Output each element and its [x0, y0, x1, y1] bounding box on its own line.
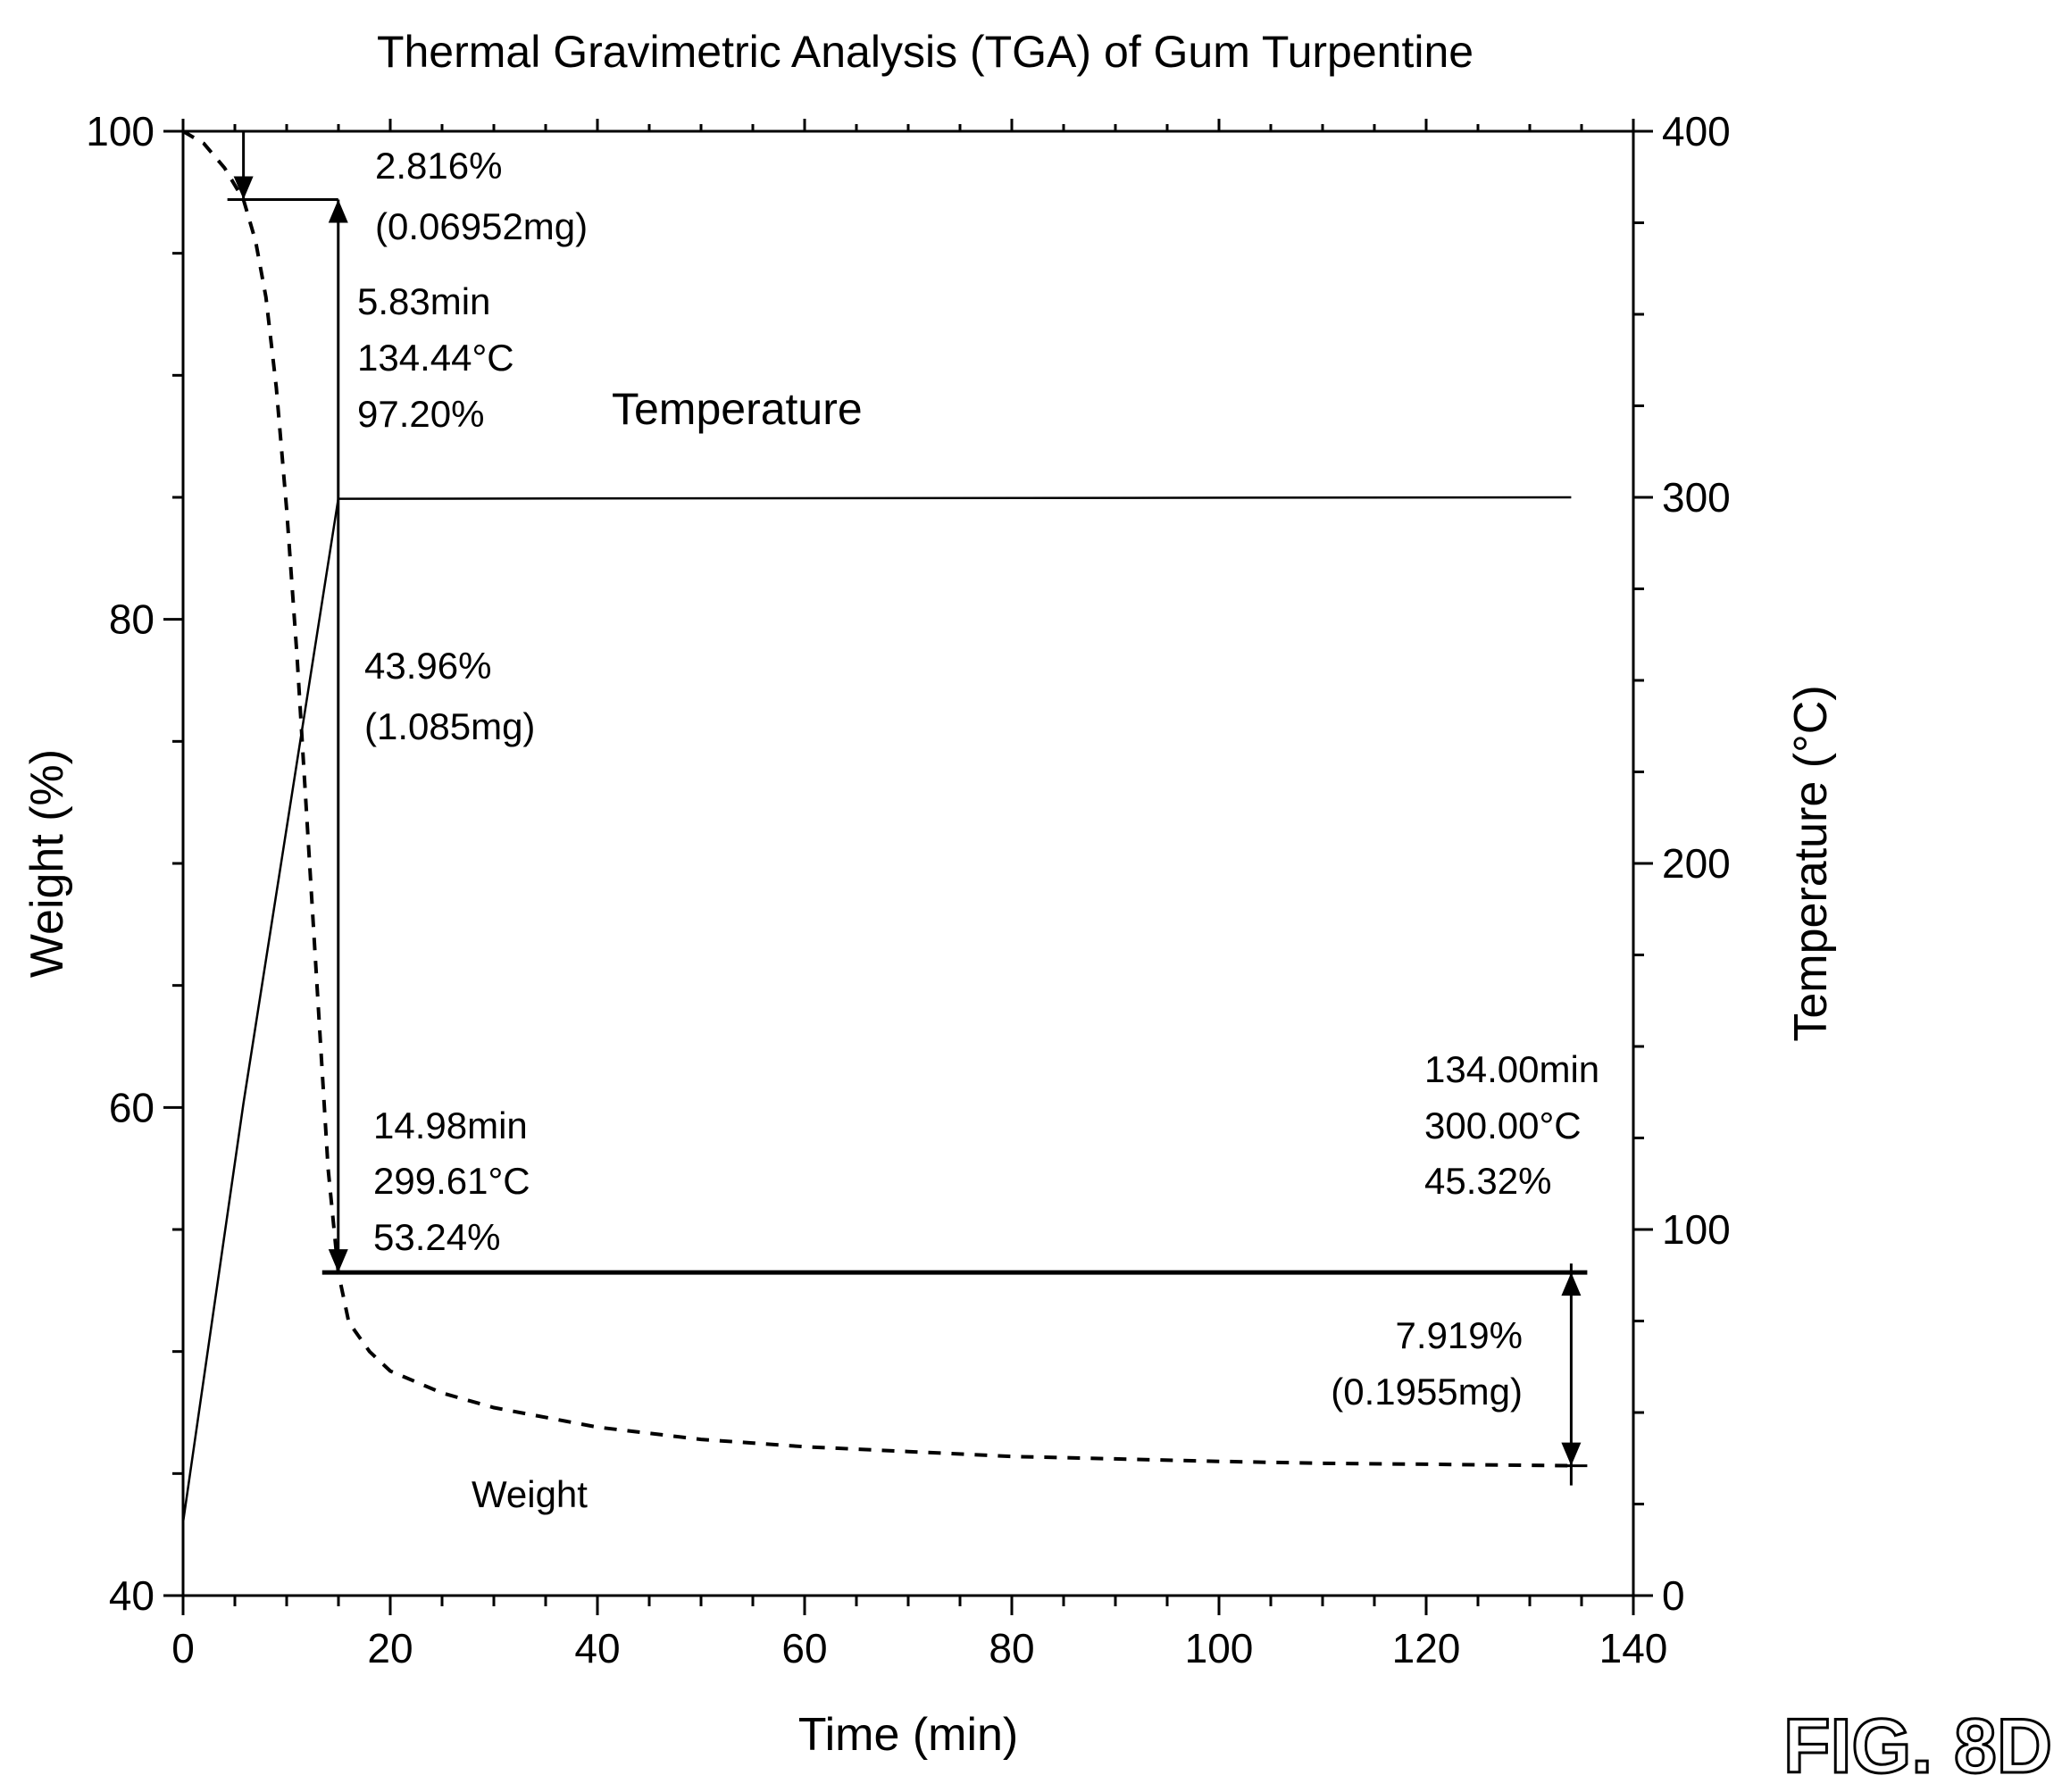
- x-tick-label: 80: [989, 1625, 1034, 1671]
- annotation-step1-loss: 2.816%: [375, 145, 502, 187]
- step2-arrow-up: [328, 199, 348, 223]
- weight-series-line: [181, 129, 1572, 1468]
- step3-arrow-up: [1561, 1272, 1582, 1296]
- x-tick-label: 40: [574, 1625, 620, 1671]
- step3-arrow-down: [1561, 1442, 1582, 1466]
- y-left-tick-label: 60: [109, 1084, 154, 1130]
- step1-arrow-down: [233, 176, 254, 200]
- annotation-step1-mass: (0.06952mg): [375, 205, 588, 247]
- step-marker-layer: [227, 131, 1588, 1486]
- y-right-tick-label: 300: [1662, 474, 1731, 521]
- x-axis-label: Time (min): [798, 1709, 1019, 1761]
- x-tick-label: 140: [1599, 1625, 1668, 1671]
- annotation-point3-weight: 45.32%: [1424, 1160, 1551, 1202]
- y-right-axis-label: Temperature (°C): [1785, 685, 1837, 1041]
- x-tick-label: 120: [1392, 1625, 1461, 1671]
- annotation-point2-temp: 299.61°C: [373, 1160, 530, 1202]
- annotation-point1-temp: 134.44°C: [357, 337, 514, 379]
- annotation-point3-time: 134.00min: [1424, 1048, 1599, 1090]
- annotation-point1-weight: 97.20%: [357, 393, 484, 435]
- y-right-tick-label: 200: [1662, 840, 1731, 887]
- annotation-point2-time: 14.98min: [373, 1104, 528, 1146]
- temperature-series-line: [181, 496, 1572, 1523]
- x-tick-label: 100: [1185, 1625, 1254, 1671]
- chart-title: Thermal Gravimetric Analysis (TGA) of Gu…: [377, 27, 1473, 77]
- weight-series-label: Weight: [472, 1473, 588, 1515]
- y-left-tick-label: 40: [109, 1572, 154, 1619]
- annotation-step3-loss: 7.919%: [1396, 1314, 1523, 1356]
- annotation-point1-time: 5.83min: [357, 280, 490, 322]
- y-left-tick-label: 100: [86, 108, 154, 154]
- y-right-tick-label: 0: [1662, 1572, 1685, 1619]
- temperature-series-label: Temperature: [612, 384, 863, 434]
- x-tick-label: 60: [781, 1625, 827, 1671]
- y-left-tick-label: 80: [109, 596, 154, 643]
- tick-layer: 0 20 40 60 80 100 120 140 40 60 80 100 0 100 200 300 400: [86, 108, 1731, 1671]
- annotation-step3-mass: (0.1955mg): [1331, 1371, 1523, 1413]
- annotation-point3-temp: 300.00°C: [1424, 1104, 1582, 1146]
- annotation-point2-weight: 53.24%: [373, 1216, 500, 1258]
- x-tick-label: 0: [171, 1625, 195, 1671]
- annotation-step2-loss: 43.96%: [364, 645, 491, 687]
- annotation-step2-mass: (1.085mg): [364, 705, 535, 747]
- series-layer: [181, 129, 1572, 1523]
- figure-label: FIG. 8D: [1783, 1704, 2052, 1789]
- x-tick-label: 20: [367, 1625, 413, 1671]
- y-right-tick-label: 400: [1662, 108, 1731, 154]
- y-left-axis-label: Weight (%): [21, 749, 73, 978]
- step2-arrow-down: [328, 1249, 348, 1273]
- y-right-tick-label: 100: [1662, 1206, 1731, 1253]
